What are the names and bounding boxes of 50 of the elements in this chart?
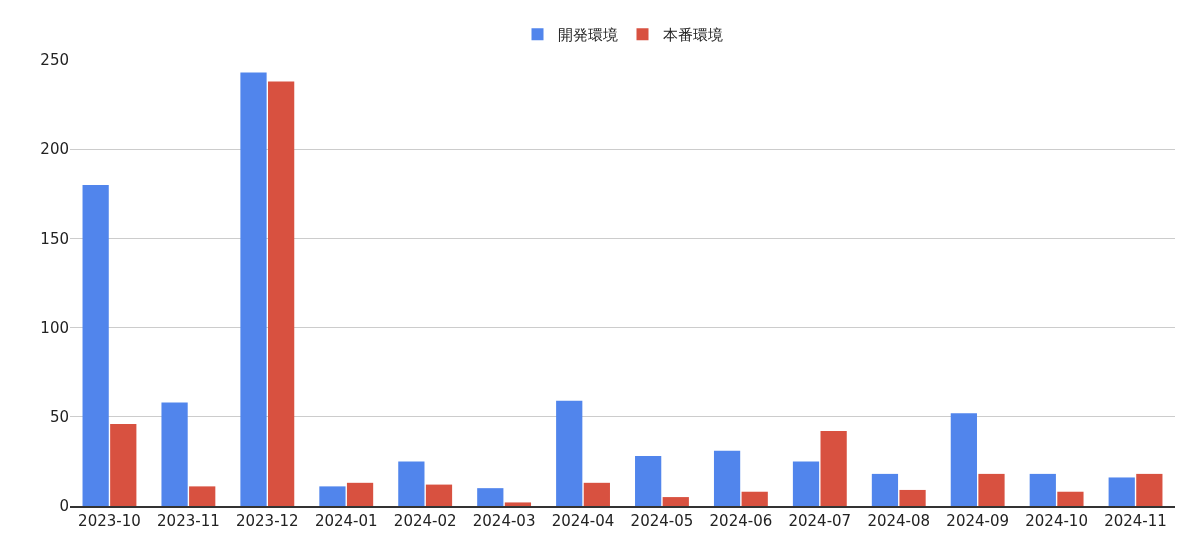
- x-tick-label: 2024-04: [551, 512, 615, 530]
- x-tick-label: 2024-08: [867, 512, 931, 530]
- x-tick-label: 2024-07: [788, 512, 852, 530]
- x-tick-label: 2024-11: [1104, 512, 1167, 530]
- legend-label: 開発環境: [557, 26, 618, 45]
- x-tick-label: 2023-12: [235, 512, 299, 530]
- bar: [425, 484, 453, 506]
- bar: [741, 491, 768, 506]
- bar: [1136, 473, 1163, 506]
- bar: [662, 497, 689, 506]
- bar: [1108, 477, 1135, 506]
- bar: [319, 486, 346, 506]
- y-tick-label: 150: [40, 229, 69, 248]
- y-tick-label: 50: [49, 408, 69, 427]
- bar: [871, 473, 899, 506]
- bar: [240, 72, 267, 506]
- x-tick-label: 2024-02: [393, 512, 457, 530]
- bar: [950, 413, 977, 506]
- x-tick-label: 2024-05: [630, 512, 694, 530]
- bar: [1057, 491, 1084, 506]
- bar: [792, 461, 820, 506]
- bar: [978, 473, 1005, 506]
- bar: [556, 400, 583, 506]
- bar: [268, 81, 295, 506]
- bar: [189, 486, 216, 506]
- y-tick-label: 250: [40, 51, 69, 70]
- bar: [161, 402, 188, 506]
- y-tick-label: 200: [40, 140, 69, 159]
- x-tick-label: 2024-09: [946, 512, 1010, 530]
- bar: [635, 456, 662, 506]
- bar: [504, 502, 532, 506]
- bar: [713, 450, 741, 506]
- bar: [346, 482, 374, 506]
- x-tick-label: 2024-01: [314, 512, 378, 530]
- bar: [583, 482, 610, 506]
- x-tick-label: 2024-03: [472, 512, 536, 530]
- x-tick-label: 2023-11: [157, 512, 220, 530]
- x-tick-label: 2024-10: [1025, 512, 1088, 530]
- bar: [820, 431, 847, 506]
- x-tick-label: 2023-10: [78, 512, 141, 530]
- bar: [82, 184, 109, 506]
- bar: [477, 488, 504, 506]
- bar: [1029, 473, 1056, 506]
- x-tick-label: 2024-06: [709, 512, 773, 530]
- bar: [398, 461, 425, 506]
- bar: [899, 489, 926, 506]
- y-tick-label: 100: [40, 318, 69, 337]
- bar: [110, 423, 137, 506]
- y-tick-label: 0: [59, 497, 69, 516]
- legend-label: 本番環境: [662, 26, 723, 45]
